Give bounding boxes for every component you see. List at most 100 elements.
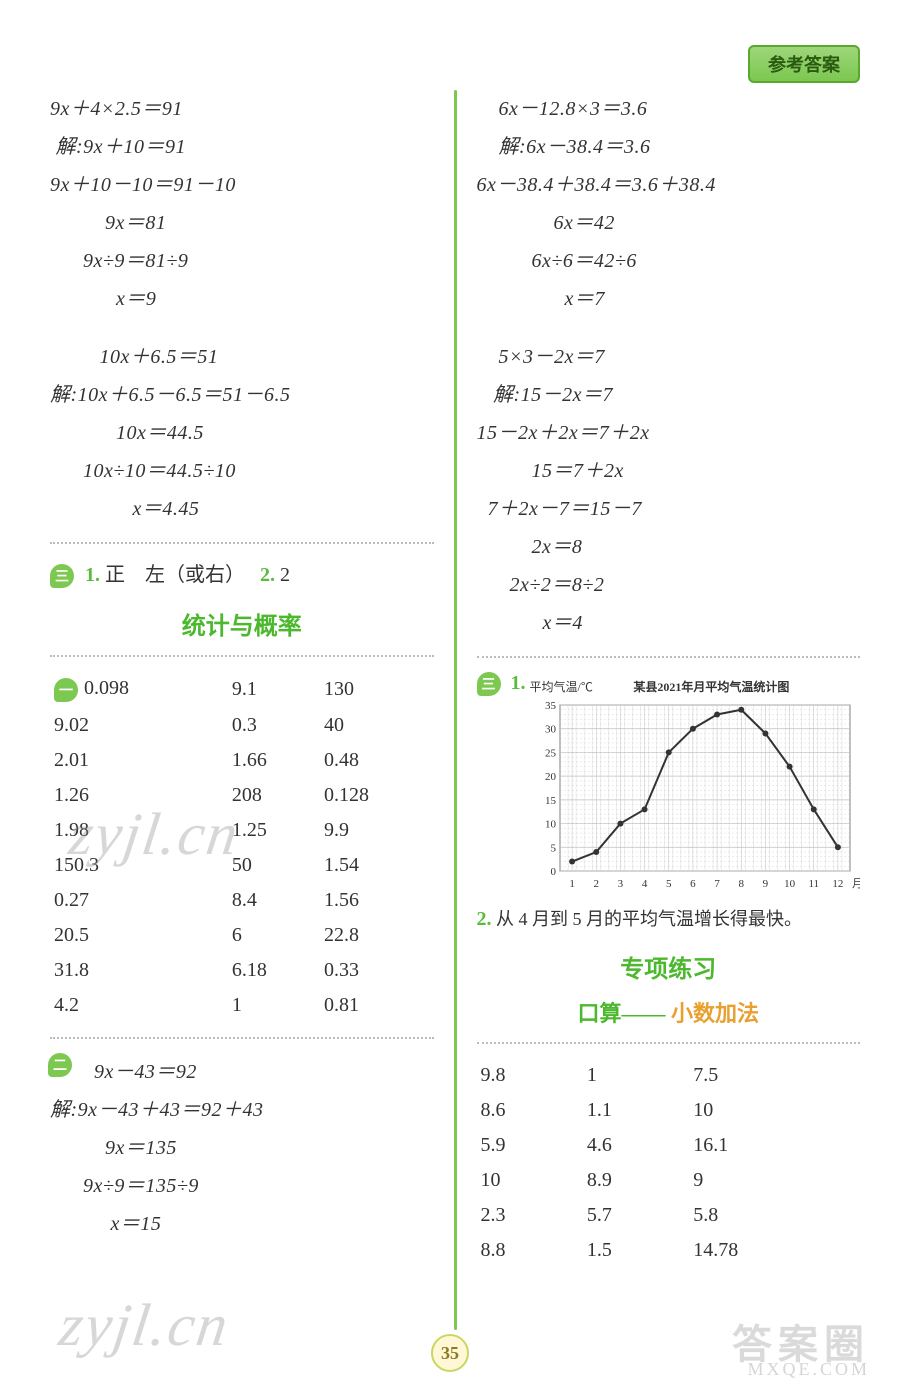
line-chart: 05101520253035123456789101112月份 xyxy=(530,695,860,895)
equation-line: 解:9x－43＋43＝92＋43 xyxy=(50,1091,434,1129)
answer-table-2: 9.817.58.61.1105.94.616.1108.992.35.75.8… xyxy=(477,1058,861,1268)
equation-line: 15－2x＋2x＝7＋2x xyxy=(477,414,861,452)
separator xyxy=(50,655,434,657)
equation-line: 7＋2x－7＝15－7 xyxy=(477,490,861,528)
equation-line: x＝15 xyxy=(50,1205,434,1243)
answer-row-three: 三 1. 正 左（或右） 2. 2 xyxy=(50,558,434,588)
table-row: 2.35.75.8 xyxy=(477,1198,861,1233)
table-cell: 7.5 xyxy=(689,1058,860,1093)
equation-line: x＝9 xyxy=(50,280,434,318)
table-cell: 9.02 xyxy=(50,708,228,743)
table-cell: 1.25 xyxy=(228,813,320,848)
equation-block-r2: 5×3－2x＝7 解:15－2x＝715－2x＋2x＝7＋2x 15＝7＋2x … xyxy=(477,338,861,642)
separator xyxy=(477,1042,861,1044)
equation-line: 解:6x－38.4＝3.6 xyxy=(477,128,861,166)
svg-text:4: 4 xyxy=(641,878,647,890)
table1-wrap: 一0.0989.11309.020.3402.011.660.481.26208… xyxy=(50,671,434,1022)
svg-text:5: 5 xyxy=(666,878,672,890)
chart-section: 三 1. 平均气温/℃ 某县2021年月平均气温统计图 051015202530… xyxy=(477,672,861,895)
table-cell: 0.33 xyxy=(320,953,434,988)
q2-text: 2 xyxy=(280,564,290,586)
svg-text:11: 11 xyxy=(808,878,819,890)
table-row: 8.61.110 xyxy=(477,1093,861,1128)
table-cell: 1 xyxy=(583,1058,689,1093)
table-cell: 6 xyxy=(228,918,320,953)
svg-text:20: 20 xyxy=(545,771,557,783)
table-row: 1.262080.128 xyxy=(50,778,434,813)
equation-line: 9x＝81 xyxy=(50,204,434,242)
equation-line: 10x÷10＝44.5÷10 xyxy=(50,452,434,490)
svg-text:15: 15 xyxy=(545,795,557,807)
left-column: 9x＋4×2.5＝91 解:9x＋10＝919x＋10－10＝91－10 9x＝… xyxy=(50,90,434,1330)
equation-block-r1: 6x－12.8×3＝3.6 解:6x－38.4＝3.66x－38.4＋38.4＝… xyxy=(477,90,861,318)
table-cell: 22.8 xyxy=(320,918,434,953)
table-cell: 1.66 xyxy=(228,743,320,778)
equation-line: 6x－38.4＋38.4＝3.6＋38.4 xyxy=(477,166,861,204)
equation-line: 6x＝42 xyxy=(477,204,861,242)
equation-block-3: 二 9x－43＝92解:9x－43＋43＝92＋43 9x＝135 9x÷9＝1… xyxy=(50,1053,434,1243)
chart-answer-2: 2. 从 4 月到 5 月的平均气温增长得最快。 xyxy=(477,905,861,931)
equation-line: x＝4.45 xyxy=(50,490,434,528)
section-title-practice: 专项练习 xyxy=(477,949,861,984)
table-row: 2.011.660.48 xyxy=(50,743,434,778)
table-row: 108.99 xyxy=(477,1163,861,1198)
answer-table-1: 一0.0989.11309.020.3402.011.660.481.26208… xyxy=(50,671,434,1022)
equation-block-1: 9x＋4×2.5＝91 解:9x＋10＝919x＋10－10＝91－10 9x＝… xyxy=(50,90,434,318)
table-cell: 5.8 xyxy=(689,1198,860,1233)
equation-line: x＝7 xyxy=(477,280,861,318)
subsection-orange: 小数加法 xyxy=(666,1001,760,1026)
table-cell: 0.48 xyxy=(320,743,434,778)
chart-wrap: 平均气温/℃ 某县2021年月平均气温统计图 05101520253035123… xyxy=(530,678,861,895)
table-row: 4.210.81 xyxy=(50,988,434,1023)
chart-ylabel: 平均气温/℃ xyxy=(530,678,593,695)
svg-text:月份: 月份 xyxy=(852,877,860,890)
table-row: 一0.0989.1130 xyxy=(50,671,434,707)
table-row: 5.94.616.1 xyxy=(477,1128,861,1163)
table-cell: 40 xyxy=(320,708,434,743)
table-cell: 1.56 xyxy=(320,883,434,918)
table-cell: 9.9 xyxy=(320,813,434,848)
table-cell: 150.3 xyxy=(50,848,228,883)
table-row: 9.020.340 xyxy=(50,708,434,743)
chart-q2-label: 2. xyxy=(477,908,492,930)
table-cell: 1 xyxy=(228,988,320,1023)
page-number: 35 xyxy=(431,1334,469,1372)
equation-line: 9x＋4×2.5＝91 xyxy=(50,90,434,128)
bullet-two-icon: 二 xyxy=(48,1053,72,1077)
table-cell: 9 xyxy=(689,1163,860,1198)
equation-line: 9x＝135 xyxy=(50,1129,434,1167)
svg-text:10: 10 xyxy=(545,819,557,831)
chart-ylabel-title: 平均气温/℃ 某县2021年月平均气温统计图 xyxy=(530,678,861,695)
svg-text:2: 2 xyxy=(593,878,599,890)
table-cell: 10 xyxy=(689,1093,860,1128)
table-cell: 9.8 xyxy=(477,1058,583,1093)
svg-text:25: 25 xyxy=(545,747,557,759)
bullet-three-icon: 三 xyxy=(477,672,501,696)
q1-text: 正 左（或右） xyxy=(105,564,235,586)
separator xyxy=(477,656,861,658)
svg-text:10: 10 xyxy=(784,878,796,890)
separator xyxy=(50,542,434,544)
svg-text:35: 35 xyxy=(545,700,557,712)
equation-line: x＝4 xyxy=(477,604,861,642)
table-cell: 0.27 xyxy=(50,883,228,918)
equation-line: 6x÷6＝42÷6 xyxy=(477,242,861,280)
equation-line: 9x÷9＝81÷9 xyxy=(50,242,434,280)
svg-text:1: 1 xyxy=(569,878,575,890)
column-divider xyxy=(454,90,457,1330)
svg-text:8: 8 xyxy=(738,878,744,890)
equation-line: 10x＝44.5 xyxy=(50,414,434,452)
table-cell: 2.3 xyxy=(477,1198,583,1233)
corner-sub: MXQE.COM xyxy=(747,1359,870,1380)
table-row: 1.981.259.9 xyxy=(50,813,434,848)
table-cell: 一0.098 xyxy=(50,671,228,707)
table-cell: 9.1 xyxy=(228,671,320,707)
chart-q1-label: 1. xyxy=(511,672,526,695)
equation-line: 9x÷9＝135÷9 xyxy=(50,1167,434,1205)
table-cell: 16.1 xyxy=(689,1128,860,1163)
table-cell: 130 xyxy=(320,671,434,707)
table-cell: 31.8 xyxy=(50,953,228,988)
equation-block-2: 10x＋6.5＝51解:10x＋6.5－6.5＝51－6.5 10x＝44.5 … xyxy=(50,338,434,528)
table-row: 8.81.514.78 xyxy=(477,1233,861,1268)
table-cell: 1.54 xyxy=(320,848,434,883)
